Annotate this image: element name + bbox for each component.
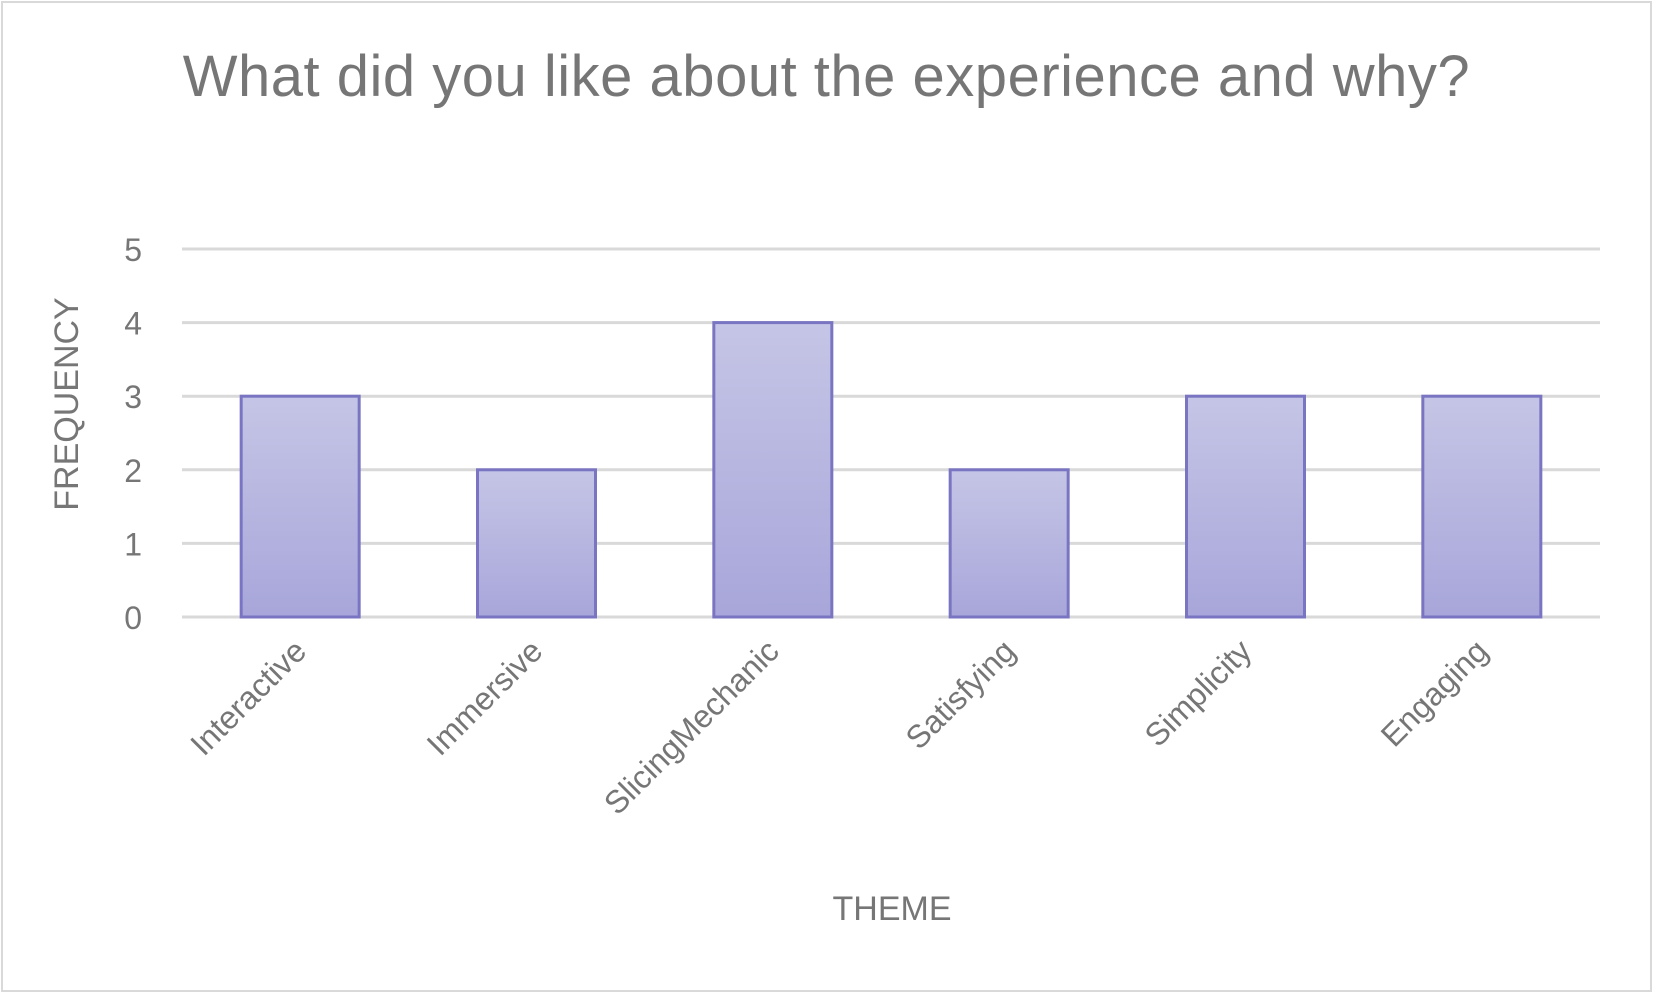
y-tick-label: 5: [124, 232, 142, 268]
y-tick-label: 0: [124, 600, 142, 636]
x-tick-label-immersive: Immersive: [420, 632, 550, 762]
x-tick-label-interactive: Interactive: [183, 632, 313, 762]
y-tick-label: 4: [124, 306, 142, 342]
bar-immersive: [476, 468, 597, 619]
chart-title: What did you like about the experience a…: [182, 44, 1471, 109]
x-tick-label-satisfying: Satisfying: [899, 632, 1023, 756]
y-tick-label: 1: [124, 526, 142, 562]
bar-interactive: [239, 394, 361, 619]
x-tick-label-simplicity: Simplicity: [1137, 632, 1258, 753]
bar-engaging: [1421, 394, 1543, 619]
x-tick-label-slicingmechanic: SlicingMechanic: [597, 632, 786, 821]
x-axis-ticks: Interactive Immersive SlicingMechanic Satis…: [183, 632, 1495, 821]
gridlines: [182, 247, 1600, 619]
x-axis-title: THEME: [833, 890, 952, 928]
y-axis-ticks: 0 1 2 3 4 5: [124, 232, 142, 636]
bars: [239, 321, 1543, 619]
y-tick-label: 3: [124, 379, 142, 415]
y-tick-label: 2: [124, 453, 142, 489]
bar-slicingmechanic: [712, 321, 834, 619]
bar-satisfying: [948, 468, 1070, 619]
x-tick-label-engaging: Engaging: [1374, 632, 1495, 753]
y-axis-title: FREQUENCY: [48, 297, 86, 510]
bar-simplicity: [1185, 394, 1306, 619]
